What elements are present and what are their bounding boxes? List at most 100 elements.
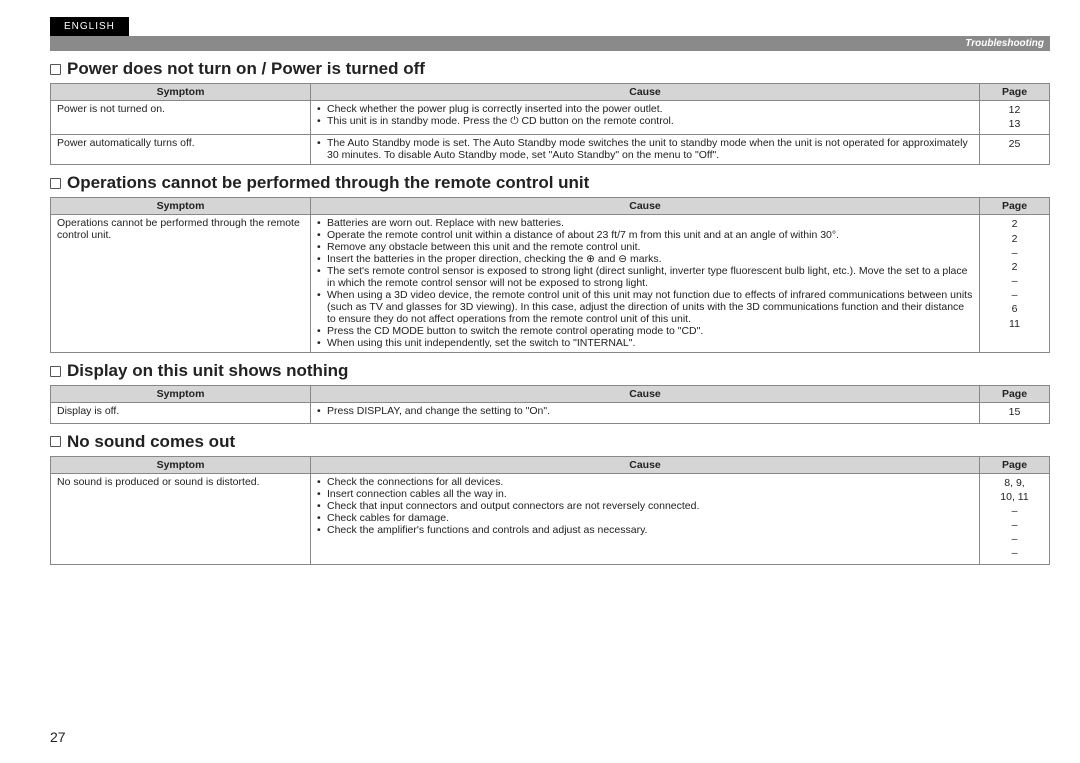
section-title-text: Operations cannot be performed through t… (67, 173, 589, 193)
cause-text: Check the amplifier's functions and cont… (327, 524, 973, 536)
column-header-page: Page (980, 84, 1050, 101)
page-number: 27 (50, 729, 66, 745)
bullet-icon: • (317, 325, 327, 337)
symptom-cell: No sound is produced or sound is distort… (51, 473, 311, 564)
section-title: Power does not turn on / Power is turned… (50, 59, 1050, 79)
cause-text: Insert the batteries in the proper direc… (327, 253, 973, 265)
table-row: Power automatically turns off.•The Auto … (51, 135, 1050, 165)
troubleshooting-table: SymptomCausePagePower is not turned on.•… (50, 83, 1050, 165)
cause-text: Insert connection cables all the way in. (327, 488, 973, 500)
bullet-icon: • (317, 241, 327, 253)
bullet-icon: • (317, 476, 327, 488)
page-ref: 25 (986, 137, 1043, 151)
cause-text: The set's remote control sensor is expos… (327, 265, 973, 289)
table-row: Operations cannot be performed through t… (51, 215, 1050, 353)
page-ref: – (986, 246, 1043, 260)
bullet-icon: • (317, 265, 327, 277)
column-header-cause: Cause (311, 456, 980, 473)
square-bullet-icon (50, 178, 61, 189)
symptom-cell: Power is not turned on. (51, 101, 311, 135)
column-header-page: Page (980, 198, 1050, 215)
page-ref: – (986, 288, 1043, 302)
section-title-text: Display on this unit shows nothing (67, 361, 348, 381)
troubleshooting-table: SymptomCausePage Operations cannot be per… (50, 197, 1050, 353)
bullet-icon: • (317, 103, 327, 115)
square-bullet-icon (50, 366, 61, 377)
bullet-icon: • (317, 405, 327, 417)
section-title-text: No sound comes out (67, 432, 235, 452)
cause-text: Check whether the power plug is correctl… (327, 103, 973, 115)
page-cell: 1213 (980, 101, 1050, 135)
bullet-icon: • (317, 289, 327, 301)
symptom-cell: Power automatically turns off. (51, 135, 311, 165)
column-header-symptom: Symptom (51, 386, 311, 403)
cause-text: When using this unit independently, set … (327, 337, 973, 349)
cause-text: Operate the remote control unit within a… (327, 229, 973, 241)
page-cell: 25 (980, 135, 1050, 165)
page-ref: 2 (986, 260, 1043, 274)
page-cell: 22–2––611 (980, 215, 1050, 353)
cause-text: Check the connections for all devices. (327, 476, 973, 488)
cause-text: Press the CD MODE button to switch the r… (327, 325, 973, 337)
bullet-icon: • (317, 337, 327, 349)
square-bullet-icon (50, 436, 61, 447)
square-bullet-icon (50, 64, 61, 75)
page-ref: 15 (986, 405, 1043, 419)
cause-text: Batteries are worn out. Replace with new… (327, 217, 973, 229)
troubleshooting-table: SymptomCausePageDisplay is off.•Press DI… (50, 385, 1050, 423)
troubleshooting-table: SymptomCausePage No sound is produced or … (50, 456, 1050, 565)
page-ref: 10, 11 (986, 490, 1043, 504)
table-row: Power is not turned on. •Check whether th… (51, 101, 1050, 135)
bullet-icon: • (317, 524, 327, 536)
bullet-icon: • (317, 512, 327, 524)
bullet-icon: • (317, 217, 327, 229)
cause-text: Remove any obstacle between this unit an… (327, 241, 973, 253)
language-label: ENGLISH (64, 21, 115, 32)
section-title: No sound comes out (50, 432, 1050, 452)
symptom-cell: Display is off. (51, 403, 311, 423)
page-ref: 13 (986, 117, 1043, 131)
bullet-icon: • (317, 137, 327, 149)
cause-cell: •Press DISPLAY, and change the setting t… (311, 403, 980, 423)
page-ref: 12 (986, 103, 1043, 117)
page-ref: 11 (986, 317, 1043, 331)
page-ref: 8, 9, (986, 476, 1043, 490)
page-cell: 15 (980, 403, 1050, 423)
language-tab: ENGLISH (50, 17, 129, 36)
bullet-icon: • (317, 488, 327, 500)
cause-text: Press DISPLAY, and change the setting to… (327, 405, 973, 417)
column-header-page: Page (980, 456, 1050, 473)
cause-cell: •The Auto Standby mode is set. The Auto … (311, 135, 980, 165)
bullet-icon: • (317, 253, 327, 265)
symptom-cell: Operations cannot be performed through t… (51, 215, 311, 353)
page-ref: 2 (986, 232, 1043, 246)
column-header-symptom: Symptom (51, 198, 311, 215)
cause-text: This unit is in standby mode. Press the … (327, 115, 973, 128)
column-header-symptom: Symptom (51, 84, 311, 101)
breadcrumb: Troubleshooting (965, 38, 1044, 49)
header-bar: Troubleshooting (50, 36, 1050, 51)
cause-cell: •Check the connections for all devices.•… (311, 473, 980, 564)
page-cell: 8, 9,10, 11–––– (980, 473, 1050, 564)
bullet-icon: • (317, 229, 327, 241)
page-ref: – (986, 504, 1043, 518)
page-ref: – (986, 274, 1043, 288)
bullet-icon: • (317, 500, 327, 512)
column-header-page: Page (980, 386, 1050, 403)
cause-text: When using a 3D video device, the remote… (327, 289, 973, 325)
column-header-cause: Cause (311, 84, 980, 101)
section-title: Display on this unit shows nothing (50, 361, 1050, 381)
cause-text: The Auto Standby mode is set. The Auto S… (327, 137, 973, 161)
page-ref: 6 (986, 302, 1043, 316)
section-title-text: Power does not turn on / Power is turned… (67, 59, 425, 79)
page-ref: – (986, 546, 1043, 560)
table-row: No sound is produced or sound is distort… (51, 473, 1050, 564)
bullet-icon: • (317, 115, 327, 127)
section-title: Operations cannot be performed through t… (50, 173, 1050, 193)
page-ref: – (986, 518, 1043, 532)
column-header-cause: Cause (311, 198, 980, 215)
column-header-symptom: Symptom (51, 456, 311, 473)
column-header-cause: Cause (311, 386, 980, 403)
cause-text: Check that input connectors and output c… (327, 500, 973, 512)
cause-text: Check cables for damage. (327, 512, 973, 524)
